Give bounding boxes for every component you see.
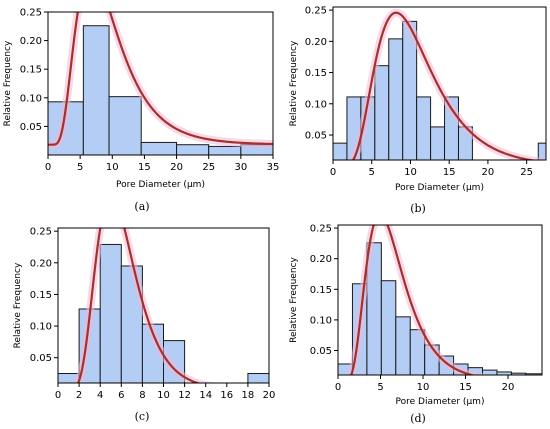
x-tick-label: 10 bbox=[106, 162, 119, 173]
y-tick-label: 0.15 bbox=[310, 285, 332, 296]
x-tick-label: 10 bbox=[157, 390, 170, 401]
y-tick-label: 0.05 bbox=[305, 131, 327, 142]
y-tick-label: 0.10 bbox=[30, 322, 52, 333]
histogram-bar bbox=[380, 280, 397, 375]
y-tick-label: 0.15 bbox=[305, 68, 327, 79]
fit-curve bbox=[350, 225, 477, 375]
fit-curve bbox=[76, 228, 202, 383]
x-tick-label: 35 bbox=[267, 162, 280, 173]
y-tick-label: 0.20 bbox=[20, 36, 42, 47]
x-tick-label: 20 bbox=[482, 167, 495, 178]
x-tick-label: 0 bbox=[55, 390, 61, 401]
x-tick-label: 10 bbox=[417, 382, 430, 393]
x-tick-label: 20 bbox=[263, 390, 276, 401]
y-tick-label: 0.20 bbox=[30, 258, 52, 269]
chart-panel-1: 0 5 10 15 20 25 0.05 0.10 0.15 0.20 0.25 Pore Diame… bbox=[289, 6, 547, 215]
panel-caption: (b) bbox=[410, 202, 426, 215]
x-tick-label: 15 bbox=[459, 382, 472, 393]
x-tick-label: 20 bbox=[170, 162, 183, 173]
x-tick-label: 15 bbox=[138, 162, 151, 173]
histogram-bar bbox=[208, 145, 242, 155]
y-tick-label: 0.05 bbox=[310, 346, 332, 357]
histogram-bar bbox=[108, 96, 142, 155]
y-tick-label: 0.10 bbox=[310, 315, 332, 326]
histogram-bar bbox=[333, 142, 348, 160]
panel-caption: (c) bbox=[135, 410, 150, 423]
x-tick-label: 18 bbox=[242, 390, 255, 401]
x-axis-label: Pore Diameter (μm) bbox=[395, 183, 484, 193]
x-tick-label: 8 bbox=[139, 390, 145, 401]
bars-group bbox=[48, 25, 273, 155]
y-tick-label: 0.25 bbox=[305, 6, 327, 17]
fit-curve bbox=[351, 11, 537, 160]
y-tick-label: 0.25 bbox=[310, 224, 332, 235]
histogram-bar bbox=[416, 96, 432, 160]
x-tick-label: 2 bbox=[76, 390, 82, 401]
y-tick-label: 0.05 bbox=[20, 122, 42, 133]
chart-panel-0: 0 5 10 15 20 25 30 35 0.05 0.10 0.15 0.20 0.25 Pore D… bbox=[3, 8, 280, 214]
x-tick-label: 10 bbox=[404, 167, 417, 178]
plot-frame bbox=[332, 6, 547, 161]
y-tick-label: 0.20 bbox=[310, 254, 332, 265]
chart-panel-3: 0 5 10 15 20 0.05 0.10 0.15 0.20 0.25 Pore Diamete… bbox=[289, 224, 543, 425]
plot-frame bbox=[337, 224, 543, 376]
histogram-bar bbox=[176, 144, 210, 155]
y-tick-label: 0.25 bbox=[20, 8, 42, 19]
x-tick-label: 25 bbox=[202, 162, 215, 173]
histogram-bar bbox=[374, 65, 390, 160]
x-tick-label: 5 bbox=[77, 162, 83, 173]
y-tick-label: 0.20 bbox=[305, 37, 327, 48]
x-tick-label: 6 bbox=[118, 390, 124, 401]
y-tick-label: 0.10 bbox=[305, 99, 327, 110]
panel-caption: (a) bbox=[134, 200, 149, 213]
x-tick-label: 14 bbox=[199, 390, 212, 401]
x-tick-label: 0 bbox=[335, 382, 341, 393]
y-axis-label: Relative Frequency bbox=[289, 257, 299, 343]
histogram-bar bbox=[388, 38, 404, 160]
y-tick-label: 0.15 bbox=[30, 290, 52, 301]
x-tick-label: 0 bbox=[45, 162, 51, 173]
histogram-bar bbox=[395, 316, 411, 375]
histogram-bar bbox=[430, 126, 446, 160]
x-tick-label: 4 bbox=[97, 390, 103, 401]
histogram-bar bbox=[99, 243, 122, 383]
y-tick-label: 0.25 bbox=[30, 227, 52, 238]
x-tick-label: 25 bbox=[520, 167, 533, 178]
y-tick-label: 0.05 bbox=[30, 353, 52, 364]
y-axis-label: Relative Frequency bbox=[3, 40, 13, 126]
x-tick-label: 5 bbox=[369, 167, 375, 178]
y-tick-label: 0.15 bbox=[20, 65, 42, 76]
y-tick-label: 0.10 bbox=[20, 93, 42, 104]
x-tick-label: 15 bbox=[443, 167, 456, 178]
fit-curve bbox=[48, 12, 273, 146]
chart-panel-2: 0 2 4 6 8 10 12 14 16 18 20 0.05 0.10 0.15 0.20 0.25 Rel… bbox=[13, 227, 276, 423]
x-axis-label: Pore Diameter (μm) bbox=[396, 397, 485, 407]
x-tick-label: 5 bbox=[377, 382, 383, 393]
x-tick-label: 12 bbox=[178, 390, 191, 401]
y-axis-label: Relative Frequency bbox=[13, 262, 23, 348]
x-tick-label: 0 bbox=[330, 167, 336, 178]
histogram-bar bbox=[247, 373, 269, 383]
x-tick-label: 30 bbox=[234, 162, 247, 173]
histogram-bar bbox=[140, 141, 178, 155]
plot-frame bbox=[47, 11, 274, 156]
x-axis-label: Pore Diameter (μm) bbox=[116, 180, 205, 190]
x-tick-label: 20 bbox=[502, 382, 515, 393]
x-tick-label: 16 bbox=[220, 390, 233, 401]
panel-caption: (d) bbox=[410, 412, 426, 425]
histogram-bar bbox=[82, 25, 110, 155]
y-axis-label: Relative Frequency bbox=[289, 40, 299, 126]
